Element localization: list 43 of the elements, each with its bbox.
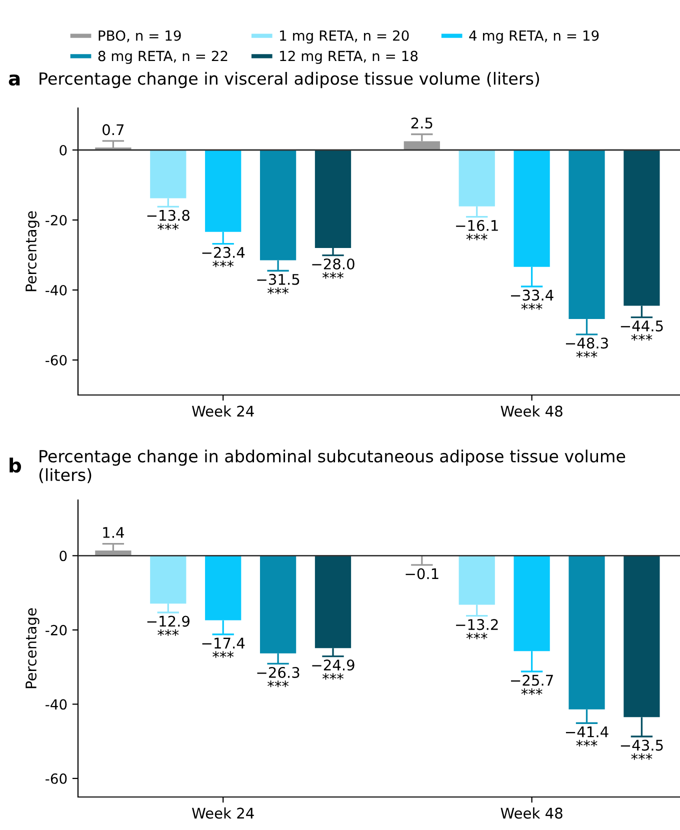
data-label: 2.5 (411, 118, 432, 129)
data-label: 0.7 (102, 124, 124, 136)
x-tick-label: Week 24 (192, 405, 254, 417)
data-label: −12.9 *** (147, 616, 190, 636)
data-label: −13.8 *** (147, 210, 190, 230)
text: b (10, 458, 22, 473)
data-label: −43.5 *** (620, 740, 663, 760)
data-label: −28.0 *** (312, 258, 354, 279)
data-label: −25.7 *** (511, 674, 553, 695)
data-label: −13.2 *** (456, 619, 498, 640)
data-label: −44.5 *** (620, 320, 663, 341)
y-tick-label: -40 (46, 699, 67, 710)
x-tick-label: Week 48 (500, 405, 562, 417)
data-label: −24.9 *** (312, 660, 354, 680)
y-axis-title: Percentage (26, 211, 40, 292)
chart-title: Percentage change in visceral adipose tissue volume (liters) (40, 72, 540, 88)
y-tick-label: -60 (46, 354, 67, 366)
y-axis-title: Percentage (26, 608, 40, 688)
legend-label: PBO, n = 19 (98, 30, 181, 42)
data-label: −0.1 (406, 568, 438, 580)
x-tick-label: Week 48 (500, 807, 562, 819)
legend-label: 4 mg RETA, n = 19 (469, 30, 599, 44)
data-label: −48.3 *** (566, 338, 608, 358)
y-tick-label: 0 (60, 550, 67, 562)
y-tick-label: -60 (46, 773, 67, 784)
y-tick-label: -20 (46, 624, 67, 636)
text: a (8, 74, 20, 86)
x-tick-label: Week 24 (192, 807, 254, 819)
data-label: −33.4 *** (511, 290, 554, 310)
data-label: −17.4 *** (202, 638, 245, 658)
data-label: 1.4 (103, 527, 124, 538)
data-label: −16.1 *** (456, 220, 498, 240)
data-label: −23.4 *** (202, 246, 245, 268)
legend-label: 12 mg RETA, n = 18 (280, 50, 418, 64)
legend-label: 8 mg RETA, n = 22 (98, 50, 228, 64)
data-label: −31.5 *** (257, 274, 300, 294)
chart-title: Percentage change in abdominal subcutaneous adipose tissue volume (liters) (39, 450, 626, 484)
data-label: −41.4 *** (566, 726, 608, 747)
y-tick-label: -40 (46, 284, 67, 296)
data-label: −26.3 *** (257, 666, 300, 688)
y-tick-label: 0 (60, 144, 67, 156)
y-tick-label: -20 (46, 214, 67, 226)
legend-label: 1 mg RETA, n = 20 (280, 30, 409, 44)
